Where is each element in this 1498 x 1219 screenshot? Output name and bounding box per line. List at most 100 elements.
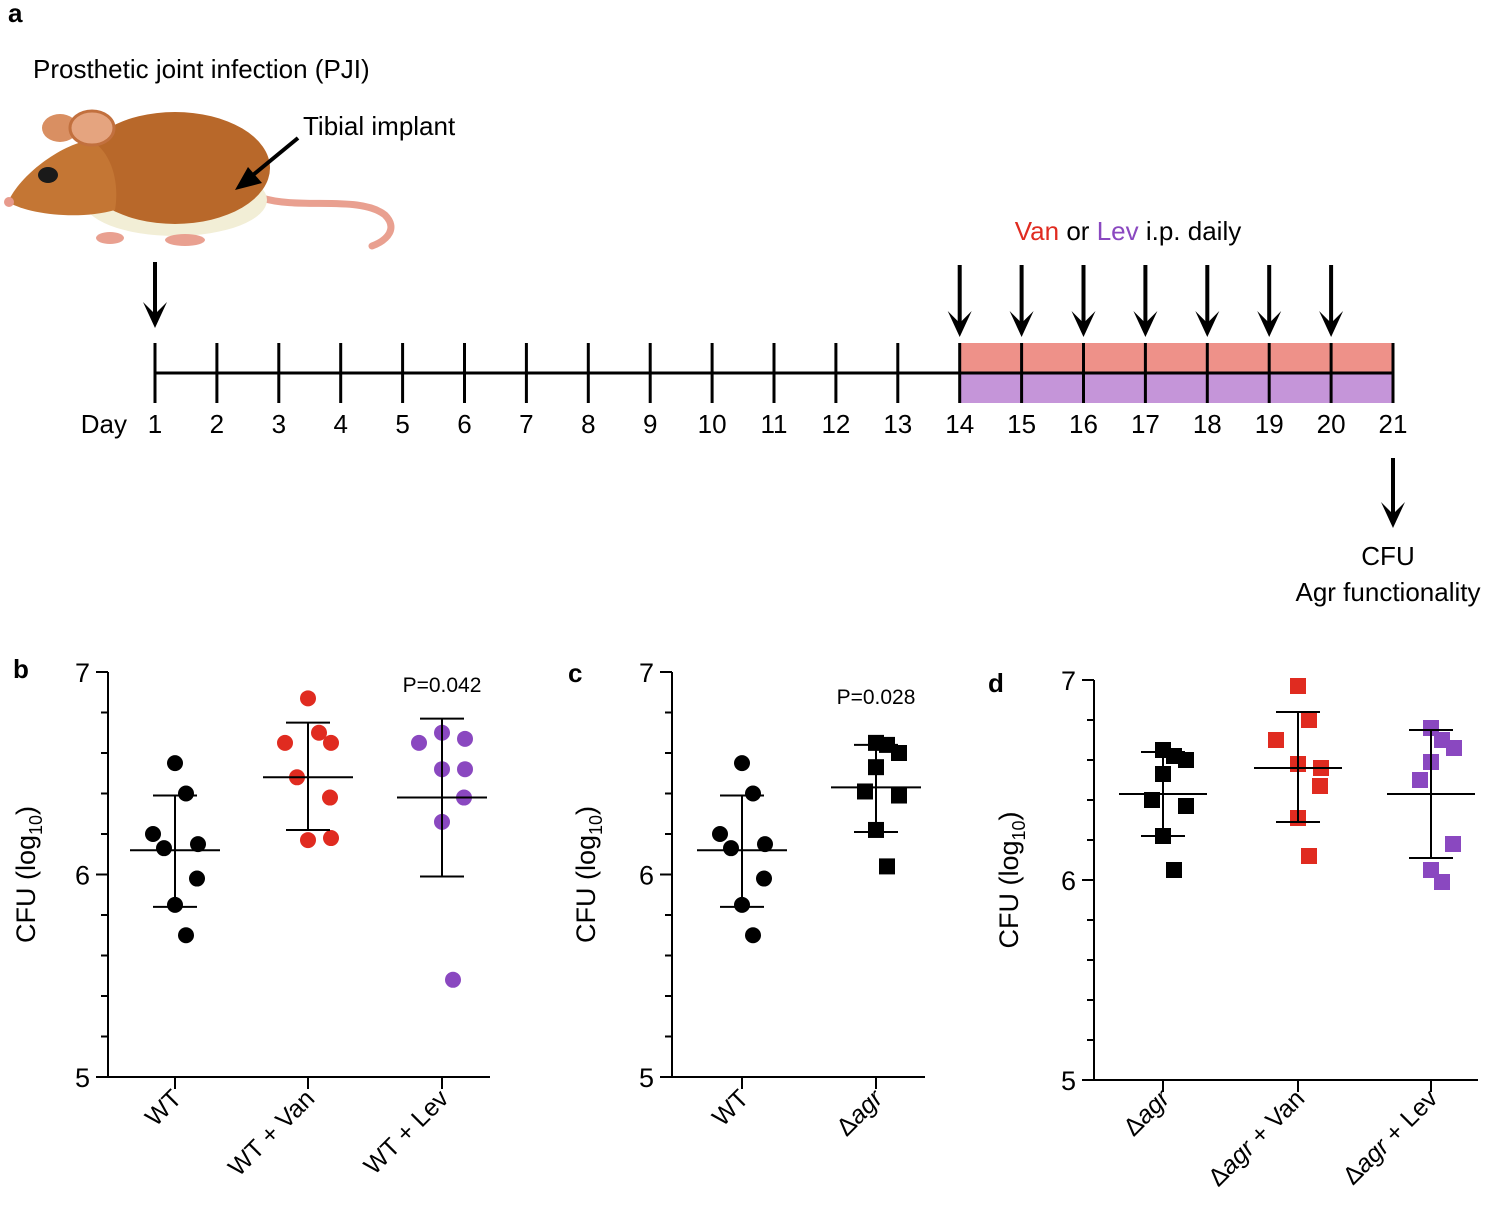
day-tick-label: 1	[148, 409, 162, 439]
day-tick-label: 11	[761, 409, 788, 439]
day-axis-label: Day	[81, 409, 127, 439]
dose-arrow	[947, 265, 972, 337]
readout-cfu: CFU	[1361, 541, 1414, 571]
lev-treatment-band	[959, 373, 1393, 403]
dose-arrow	[1257, 265, 1282, 337]
data-point	[1446, 740, 1462, 756]
lev-drug-label: Lev	[1097, 216, 1139, 246]
day-tick-label: 8	[581, 409, 595, 439]
x-category-label: WT	[140, 1084, 187, 1131]
x-category-label: WT + Van	[223, 1084, 320, 1181]
dose-arrow-head	[1133, 311, 1158, 337]
day-tick-label: 14	[945, 409, 974, 439]
data-point	[1301, 848, 1317, 864]
data-point	[156, 840, 172, 857]
mouse-ear	[68, 109, 116, 147]
dose-arrow	[1195, 265, 1220, 337]
data-point	[1166, 862, 1182, 878]
data-point	[300, 832, 316, 849]
y-tick-label: 7	[1061, 666, 1076, 696]
van-drug-label: Van	[1015, 216, 1059, 246]
data-point	[178, 927, 194, 944]
mouse-nose	[4, 197, 14, 207]
data-point	[723, 840, 739, 857]
day-tick-label: 21	[1379, 409, 1408, 439]
data-point	[1412, 772, 1428, 788]
panel-b-chart: b 5 6 7 CFU (log10) WT WT + Van WT + Lev P=0.042	[11, 654, 490, 1182]
day-tick-label: 17	[1131, 409, 1160, 439]
day-tick-label: 12	[821, 409, 850, 439]
day-tick-label: 18	[1193, 409, 1222, 439]
data-point	[745, 785, 761, 802]
day-tick-label: 4	[333, 409, 347, 439]
y-label-close: )	[11, 806, 41, 815]
infection-arrow	[143, 262, 167, 328]
day-tick-label: 20	[1317, 409, 1346, 439]
data-point	[1312, 778, 1328, 794]
data-point	[857, 783, 873, 800]
day-tick-label: 3	[272, 409, 286, 439]
data-point	[178, 785, 194, 802]
harvest-arrow	[1381, 458, 1405, 528]
panel-a-title: Prosthetic joint infection (PJI)	[33, 54, 370, 84]
day-tick-label: 5	[395, 409, 409, 439]
data-point	[1178, 752, 1194, 768]
y-label-close: )	[571, 806, 601, 815]
data-point	[879, 858, 895, 875]
day-tick-label: 15	[1007, 409, 1036, 439]
y-label-close: )	[994, 811, 1024, 820]
day-tick-label: 9	[643, 409, 657, 439]
data-point	[891, 745, 907, 761]
day-tick-label: 7	[519, 409, 533, 439]
y-axis-label: CFU (log10)	[994, 811, 1029, 948]
dose-arrow-head	[1195, 311, 1220, 337]
mouse-tail	[258, 194, 395, 250]
van-treatment-band	[959, 343, 1393, 373]
y-tick-label: 7	[75, 658, 90, 688]
implant-label: Tibial implant	[303, 111, 456, 141]
panel-label: d	[988, 668, 1004, 698]
data-point	[1290, 678, 1306, 694]
mouse-front-foot	[96, 232, 124, 244]
panel-a-label: a	[8, 0, 23, 28]
dose-arrow-head	[947, 311, 972, 337]
day-tick-label: 19	[1255, 409, 1284, 439]
or-label: or	[1066, 216, 1089, 246]
data-point	[891, 787, 907, 804]
data-point	[167, 755, 183, 772]
dose-arrow-head	[1009, 311, 1034, 337]
panel-c-chart: c 5 6 7 CFU (log10) WT Δagr P=0.028	[568, 658, 925, 1142]
panel-d-chart: d 5 6 7 CFU (log10) Δagr Δagr + Van Δagr + Lev	[988, 666, 1478, 1192]
dose-arrow-head	[1257, 311, 1282, 337]
y-label-main: CFU (log	[994, 841, 1024, 949]
y-label-subscript: 10	[26, 815, 46, 835]
data-point	[411, 734, 427, 751]
data-point	[323, 734, 339, 751]
data-point	[190, 836, 206, 853]
panel-label: c	[568, 658, 582, 688]
x-category-label: WT	[707, 1084, 754, 1131]
data-point	[323, 830, 339, 847]
x-category-label: Δagr + Van	[1203, 1084, 1310, 1191]
y-tick-label: 6	[75, 861, 90, 891]
readout-agr: Agr functionality	[1296, 577, 1481, 607]
mouse-illustration	[4, 109, 395, 250]
data-point	[1268, 732, 1284, 748]
dose-arrow	[1319, 265, 1344, 337]
x-category-label: Δagr	[831, 1083, 889, 1141]
treatment-suffix: + Lev	[1375, 1084, 1444, 1153]
data-point	[300, 690, 316, 707]
y-label-subscript: 10	[586, 815, 606, 835]
infection-arrow-head	[143, 302, 167, 328]
data-point	[1434, 874, 1450, 890]
data-point	[445, 971, 461, 988]
data-point	[1178, 798, 1194, 814]
data-point	[311, 724, 327, 741]
data-point	[734, 755, 750, 772]
y-axis-label: CFU (log10)	[571, 806, 606, 943]
p-value-annotation: P=0.042	[403, 674, 482, 697]
day-tick-label: 6	[457, 409, 471, 439]
x-category-label: Δagr + Lev	[1337, 1084, 1443, 1190]
mouse-body	[80, 112, 270, 224]
